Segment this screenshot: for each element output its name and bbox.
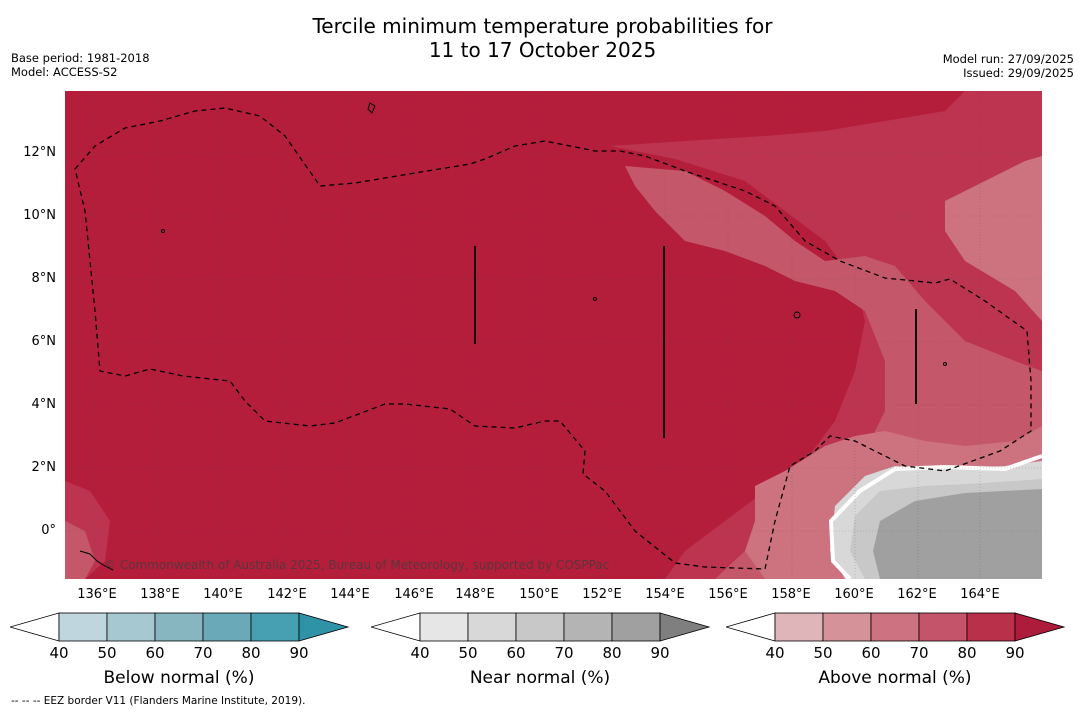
near-tick-60: 60 xyxy=(506,644,526,662)
eez-border xyxy=(74,107,1032,570)
below-tick-50: 50 xyxy=(97,644,117,662)
above-tick-60: 60 xyxy=(861,644,881,662)
near-tick-50: 50 xyxy=(458,644,478,662)
title-line-2: 11 to 17 October 2025 xyxy=(428,38,657,62)
below-tick-70: 70 xyxy=(193,644,213,662)
colorbar-near-min-arrow xyxy=(371,612,421,642)
lat-label-6n: 6°N xyxy=(31,334,57,349)
lon-label-148e: 148°E xyxy=(455,587,495,602)
lat-label-4n: 4°N xyxy=(31,397,57,412)
lat-label-2n: 2°N xyxy=(31,460,57,475)
lon-label-138e: 138°E xyxy=(140,587,180,602)
colorbar-below-seg-2 xyxy=(106,612,156,642)
lon-label-160e: 160°E xyxy=(834,587,874,602)
colorbar-above-min-arrow xyxy=(726,612,776,642)
colorbar-below-seg-5 xyxy=(250,612,300,642)
colorbar-above-seg-4 xyxy=(918,612,968,642)
near-normal-boundary xyxy=(828,454,1042,579)
colorbar-below-seg-3 xyxy=(154,612,204,642)
colorbar-near-max-arrow xyxy=(659,612,711,642)
below-tick-80: 80 xyxy=(241,644,261,662)
lon-label-158e: 158°E xyxy=(771,587,811,602)
model-name: Model: ACCESS-S2 xyxy=(11,65,118,79)
colorbar-above-seg-1 xyxy=(774,612,824,642)
colorbar-above-seg-5 xyxy=(966,612,1016,642)
lon-label-156e: 156°E xyxy=(708,587,748,602)
lon-label-162e: 162°E xyxy=(897,587,937,602)
above-tick-80: 80 xyxy=(957,644,977,662)
colorbar-near-seg-1 xyxy=(419,612,469,642)
near-tick-80: 80 xyxy=(602,644,622,662)
below-normal-label: Below normal (%) xyxy=(103,668,255,688)
chart-title: Tercile minimum temperature probabilitie… xyxy=(0,14,1085,62)
below-tick-90: 90 xyxy=(289,644,309,662)
lon-label-154e: 154°E xyxy=(645,587,685,602)
island-north xyxy=(367,102,376,114)
colorbar-below-seg-1 xyxy=(58,612,108,642)
forecast-map xyxy=(65,91,1042,579)
lon-label-140e: 140°E xyxy=(203,587,243,602)
near-tick-40: 40 xyxy=(410,644,430,662)
lat-label-12n: 12°N xyxy=(23,145,56,160)
below-tick-40: 40 xyxy=(49,644,69,662)
eez-footnote: -- -- -- EEZ border V11 (Flanders Marine… xyxy=(11,695,306,707)
colorbar-below xyxy=(10,612,350,642)
near-normal-label: Near normal (%) xyxy=(469,668,611,688)
above-tick-70: 70 xyxy=(909,644,929,662)
lon-label-150e: 150°E xyxy=(519,587,559,602)
lat-label-8n: 8°N xyxy=(31,271,57,286)
above-tick-50: 50 xyxy=(813,644,833,662)
colorbar-near xyxy=(371,612,711,642)
lon-label-144e: 144°E xyxy=(330,587,370,602)
lon-label-136e: 136°E xyxy=(77,587,117,602)
colorbar-below-min-arrow xyxy=(10,612,60,642)
title-line-1: Tercile minimum temperature probabilitie… xyxy=(312,14,773,38)
issued-date: Issued: 29/09/2025 xyxy=(963,66,1074,80)
colorbar-below-seg-4 xyxy=(202,612,252,642)
meta-left: Base period: 1981-2018 Model: ACCESS-S2 xyxy=(11,51,150,79)
island-dot-1 xyxy=(161,229,165,233)
islands xyxy=(79,102,947,571)
colorbar-near-seg-4 xyxy=(563,612,613,642)
near-tick-90: 90 xyxy=(650,644,670,662)
area-near-80 xyxy=(873,489,1042,579)
colorbar-below-max-arrow xyxy=(298,612,350,642)
island-dot-3 xyxy=(943,362,947,366)
island-cluster-west xyxy=(79,550,114,571)
lon-label-164e: 164°E xyxy=(960,587,1000,602)
island-east xyxy=(793,311,801,319)
colorbar-above-seg-3 xyxy=(870,612,920,642)
colorbar-above-max-arrow xyxy=(1014,612,1066,642)
colorbar-near-seg-3 xyxy=(515,612,565,642)
lon-label-152e: 152°E xyxy=(582,587,622,602)
above-normal-label: Above normal (%) xyxy=(818,668,972,688)
colorbar-above xyxy=(726,612,1066,642)
area-above-60-east xyxy=(945,156,1042,321)
below-tick-60: 60 xyxy=(145,644,165,662)
lon-label-142e: 142°E xyxy=(267,587,307,602)
lat-label-0: 0° xyxy=(41,523,56,538)
base-period: Base period: 1981-2018 xyxy=(11,51,150,65)
colorbar-near-seg-5 xyxy=(611,612,661,642)
near-tick-70: 70 xyxy=(554,644,574,662)
island-dot-2 xyxy=(593,297,597,301)
copyright-credit: © Commonwealth of Australia 2025, Bureau… xyxy=(104,558,610,572)
area-above-70-southwest xyxy=(65,521,95,579)
above-tick-90: 90 xyxy=(1005,644,1025,662)
colorbar-above-seg-2 xyxy=(822,612,872,642)
lon-label-146e: 146°E xyxy=(394,587,434,602)
model-run: Model run: 27/09/2025 xyxy=(942,52,1074,66)
lat-label-10n: 10°N xyxy=(23,208,56,223)
above-tick-40: 40 xyxy=(765,644,785,662)
meta-right: Model run: 27/09/2025 Issued: 29/09/2025 xyxy=(943,52,1074,80)
graticule xyxy=(65,91,1042,579)
colorbar-near-seg-2 xyxy=(467,612,517,642)
